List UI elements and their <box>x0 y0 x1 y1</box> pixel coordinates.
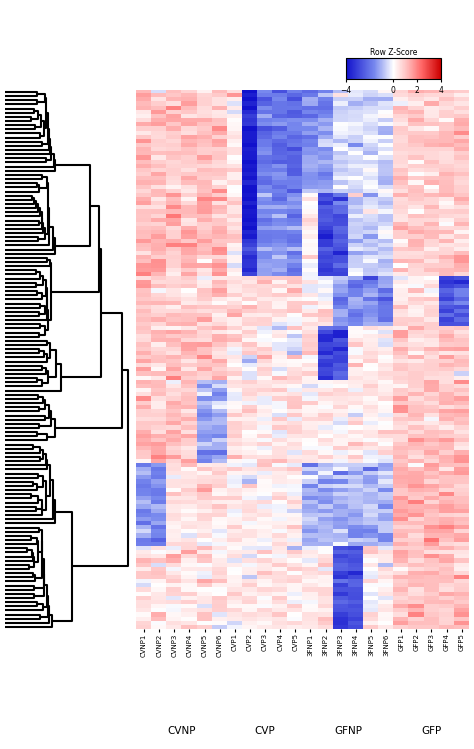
Text: GFP: GFP <box>421 727 442 736</box>
Text: CVP: CVP <box>255 727 275 736</box>
Title: Row Z-Score: Row Z-Score <box>370 48 417 57</box>
Text: GFNP: GFNP <box>334 727 362 736</box>
Text: CVNP: CVNP <box>168 727 196 736</box>
